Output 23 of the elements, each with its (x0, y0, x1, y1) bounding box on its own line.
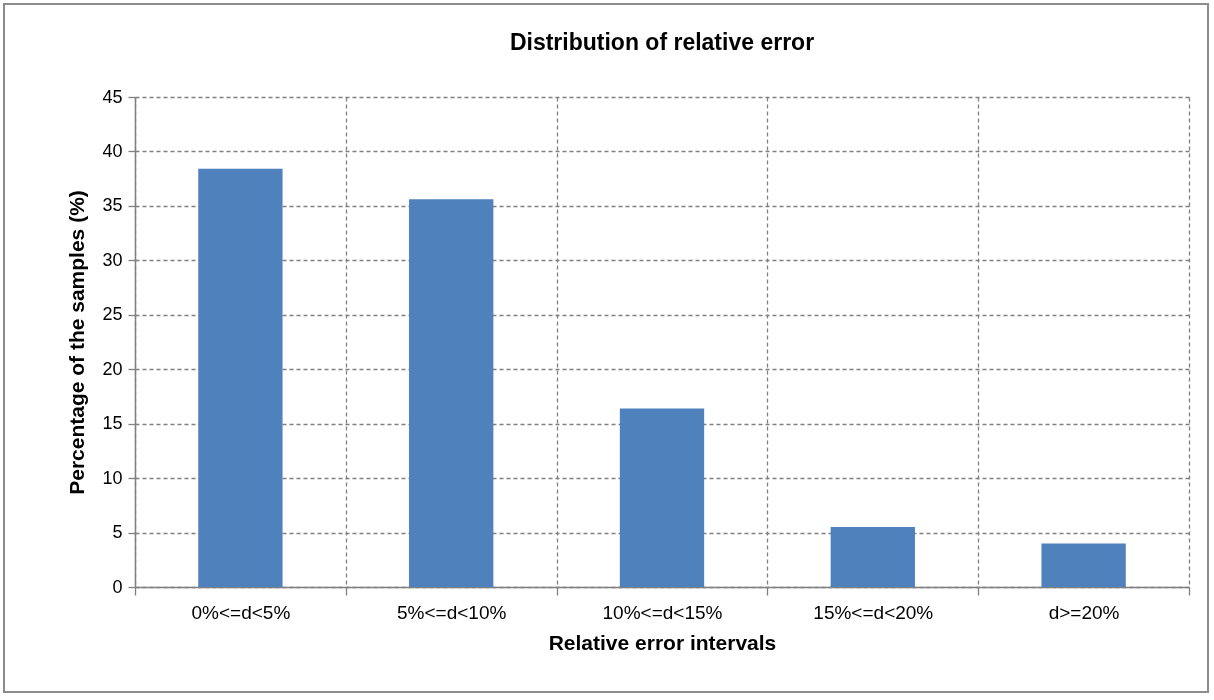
bar (198, 168, 283, 587)
y-tick-label: 30 (102, 249, 123, 270)
bar (409, 199, 494, 587)
x-tick-label: 0%<=d<5% (191, 601, 291, 623)
x-tick-label: 5%<=d<10% (397, 601, 507, 623)
y-tick-label: 10 (102, 467, 123, 488)
chart-title: Distribution of relative error (509, 29, 815, 55)
y-tick-label: 5 (112, 522, 123, 543)
y-axis-title: Percentage of the samples (%) (65, 190, 89, 495)
y-tick-label: 20 (102, 358, 123, 379)
bar (830, 527, 915, 587)
x-tick-label: 15%<=d<20% (813, 601, 934, 623)
y-tick-label: 0 (112, 576, 123, 597)
y-tick-label: 45 (102, 86, 123, 107)
x-tick-label: 10%<=d<15% (602, 601, 723, 623)
y-tick-label: 35 (102, 195, 123, 216)
x-axis-title: Relative error intervals (548, 630, 777, 654)
y-tick-label: 25 (102, 304, 123, 325)
y-tick-label: 40 (102, 140, 123, 161)
bar (619, 408, 705, 587)
y-tick-label: 15 (102, 413, 123, 434)
bar (1041, 543, 1126, 587)
x-tick-label: d>=20% (1048, 601, 1120, 623)
